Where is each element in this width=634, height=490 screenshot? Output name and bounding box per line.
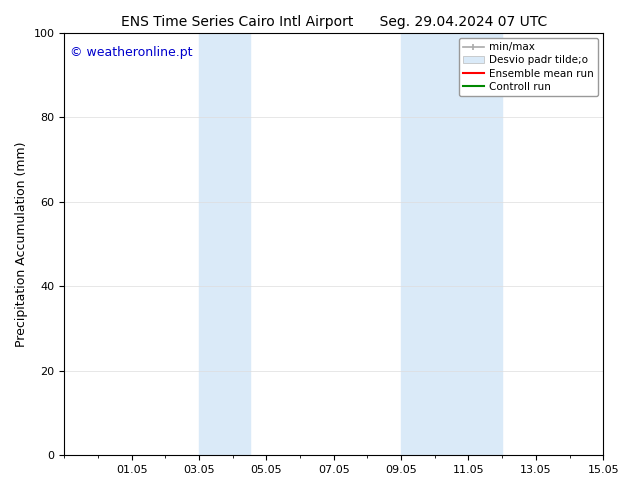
Text: © weatheronline.pt: © weatheronline.pt — [70, 46, 192, 59]
Bar — [199, 33, 250, 455]
Y-axis label: Precipitation Accumulation (mm): Precipitation Accumulation (mm) — [15, 141, 28, 347]
Legend: min/max, Desvio padr tilde;o, Ensemble mean run, Controll run: min/max, Desvio padr tilde;o, Ensemble m… — [459, 38, 598, 96]
Title: ENS Time Series Cairo Intl Airport      Seg. 29.04.2024 07 UTC: ENS Time Series Cairo Intl Airport Seg. … — [120, 15, 547, 29]
Bar — [401, 33, 502, 455]
